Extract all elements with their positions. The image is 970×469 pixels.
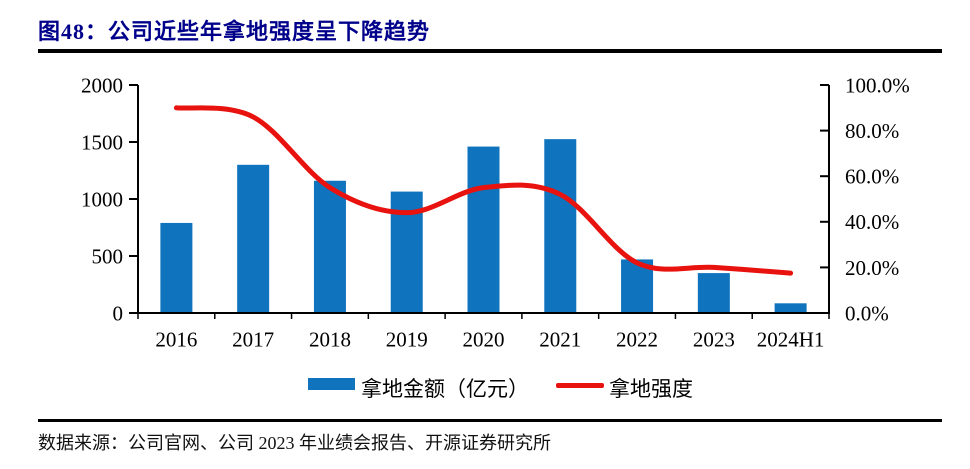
- trend-line: [173, 105, 794, 276]
- x-axis-category-label: 2017: [232, 327, 274, 351]
- left-axis-tick-label: 1500: [81, 130, 123, 154]
- source-divider-rule: [38, 419, 942, 422]
- bar-2020: [467, 146, 500, 313]
- legend-line-label: 拿地强度: [609, 377, 693, 401]
- bar-2021: [544, 139, 577, 313]
- x-axis-category-label: 2019: [386, 327, 428, 351]
- legend-bar-label: 拿地金额（亿元）: [361, 377, 529, 401]
- bar-2018: [313, 180, 346, 313]
- legend-line-swatch: [556, 383, 604, 388]
- x-axis-category-label: 2021: [539, 327, 581, 351]
- bar-2016: [160, 222, 193, 313]
- right-axis-tick-label: 100.0%: [845, 73, 910, 97]
- right-axis-tick-label: 20.0%: [845, 256, 899, 280]
- x-axis-category-label: 2016: [155, 327, 197, 351]
- left-axis-tick-label: 500: [92, 244, 124, 268]
- right-axis-tick-label: 0.0%: [845, 301, 889, 325]
- bar-2017: [237, 164, 270, 313]
- right-axis-tick-label: 60.0%: [845, 165, 899, 189]
- right-axis-tick-label: 40.0%: [845, 210, 899, 234]
- source-note: 数据来源：公司官网、公司 2023 年业绩会报告、开源证券研究所: [38, 433, 551, 453]
- x-axis-category-label: 2024H1: [757, 327, 825, 351]
- bar-2023: [697, 273, 730, 313]
- title-divider-rule: [38, 49, 942, 53]
- legend-bar-swatch: [308, 378, 355, 390]
- x-axis-category-label: 2022: [616, 327, 658, 351]
- figure-title: 图48：公司近些年拿地强度呈下降趋势: [38, 19, 431, 44]
- x-axis-category-label: 2018: [309, 327, 351, 351]
- bar-2024H1: [774, 303, 807, 313]
- x-axis-category-label: 2020: [463, 327, 505, 351]
- right-axis-tick-label: 80.0%: [845, 119, 899, 143]
- left-axis-tick-label: 1000: [81, 187, 123, 211]
- x-axis-category-label: 2023: [693, 327, 735, 351]
- left-axis-tick-label: 0: [113, 301, 124, 325]
- left-axis-tick-label: 2000: [81, 73, 123, 97]
